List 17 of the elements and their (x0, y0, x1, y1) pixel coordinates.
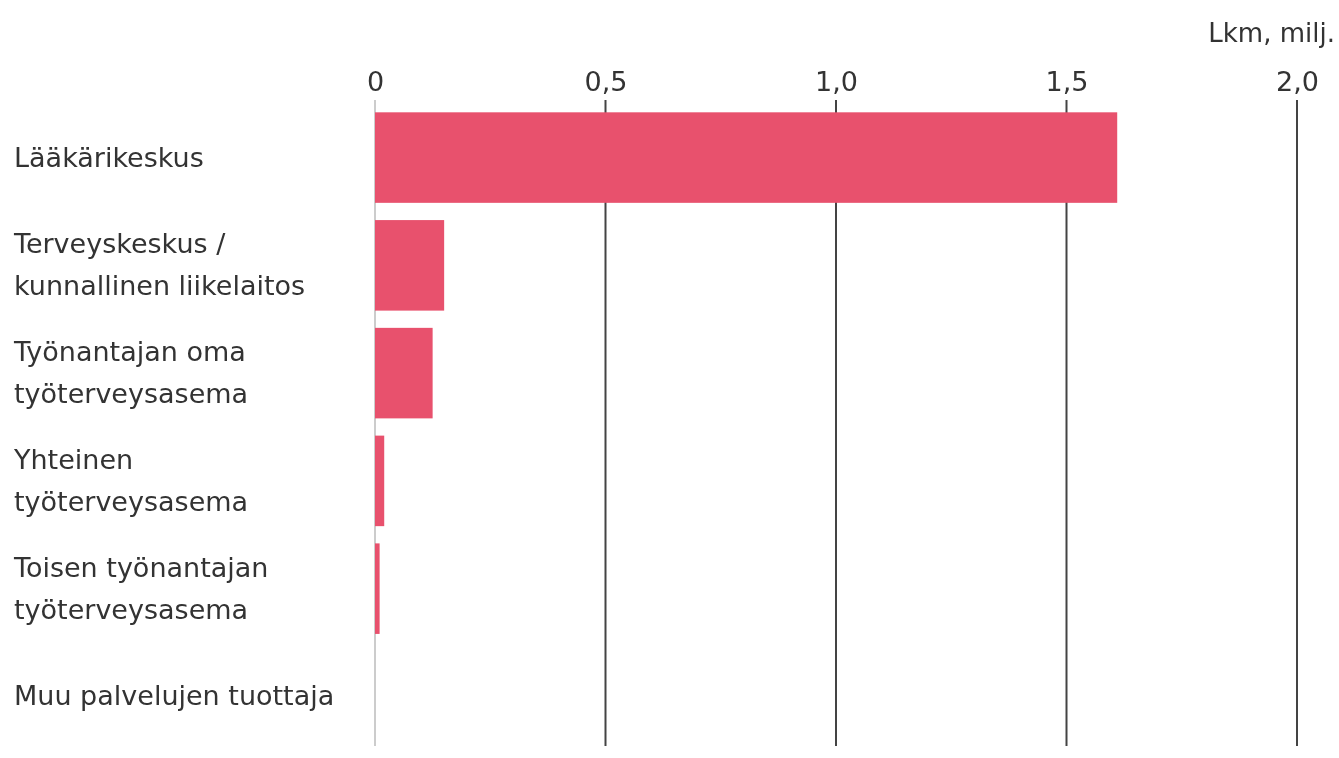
y-tick-label: Toisen työnantajan työterveysasema (13, 551, 269, 625)
bar (375, 435, 385, 527)
x-tick-label: 0 (366, 66, 385, 97)
x-tick-label: 1,0 (815, 66, 858, 97)
x-axis-title: Lkm, milj. (1208, 18, 1335, 48)
y-tick-label: Yhteinen työterveysasema (13, 443, 249, 517)
bar (375, 112, 1118, 203)
x-tick-label: 1,5 (1045, 66, 1089, 97)
y-tick-label: Työnantajan oma työterveysasema (13, 336, 249, 410)
y-tick-label: Muu palvelujen tuottaja (14, 680, 335, 712)
y-tick-label: Terveyskeskus / kunnallinen liikelaitos (13, 228, 306, 302)
bar (375, 543, 380, 634)
x-tick-label: 2,0 (1276, 66, 1319, 97)
bar (375, 220, 445, 311)
x-tick-label: 0,5 (584, 66, 628, 97)
y-tick-label: Lääkärikeskus (14, 141, 204, 173)
bar (375, 327, 433, 419)
